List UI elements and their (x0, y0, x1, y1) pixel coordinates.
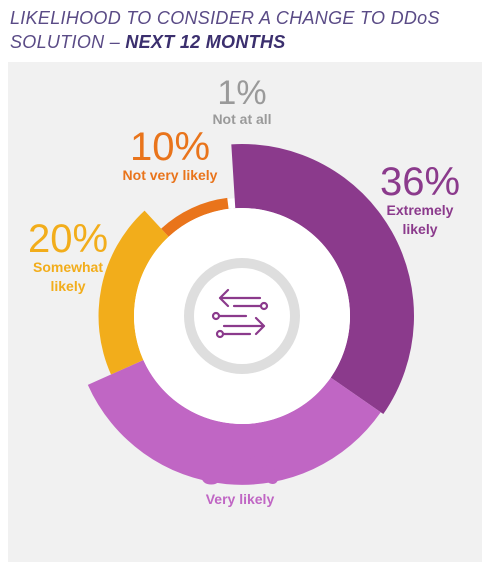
center-hub (184, 258, 300, 374)
title-prefix: SOLUTION – (10, 32, 126, 52)
category-label-not-very-likely: Not very likely (123, 167, 218, 183)
category-label-extremely-likely-line-1: Extremely (387, 202, 454, 218)
category-label-not-at-all: Not at all (212, 111, 271, 127)
value-label-not-at-all: 1% (217, 74, 266, 112)
label-group: 36%Extremely likely 34%Very likely 20%Somew… (28, 74, 460, 507)
chart-title: LIKELIHOOD TO CONSIDER A CHANGE TO DDoS … (10, 6, 480, 54)
bidirectional-arrows-circuit-icon (211, 288, 269, 339)
value-label-very-likely: 34% (200, 449, 280, 493)
category-label-somewhat-likely-line-1: Somewhat (33, 259, 103, 275)
category-label-extremely-likely-line-2: likely (402, 221, 437, 237)
title-line-1: LIKELIHOOD TO CONSIDER A CHANGE TO DDoS (10, 8, 440, 28)
value-label-extremely-likely: 36% (380, 160, 460, 204)
slice-not-very-likely (161, 197, 229, 237)
value-label-not-very-likely: 10% (130, 125, 210, 169)
title-emphasis: NEXT 12 MONTHS (125, 32, 286, 52)
slice-group (87, 144, 414, 485)
slice-very-likely (87, 360, 381, 485)
slice-somewhat-likely (98, 210, 169, 375)
value-label-somewhat-likely: 20% (28, 217, 108, 261)
category-label-very-likely: Very likely (206, 491, 275, 507)
slice-extremely-likely (231, 144, 414, 415)
title-line-2: SOLUTION – NEXT 12 MONTHS (10, 30, 480, 54)
category-label-somewhat-likely-line-2: likely (50, 278, 85, 294)
